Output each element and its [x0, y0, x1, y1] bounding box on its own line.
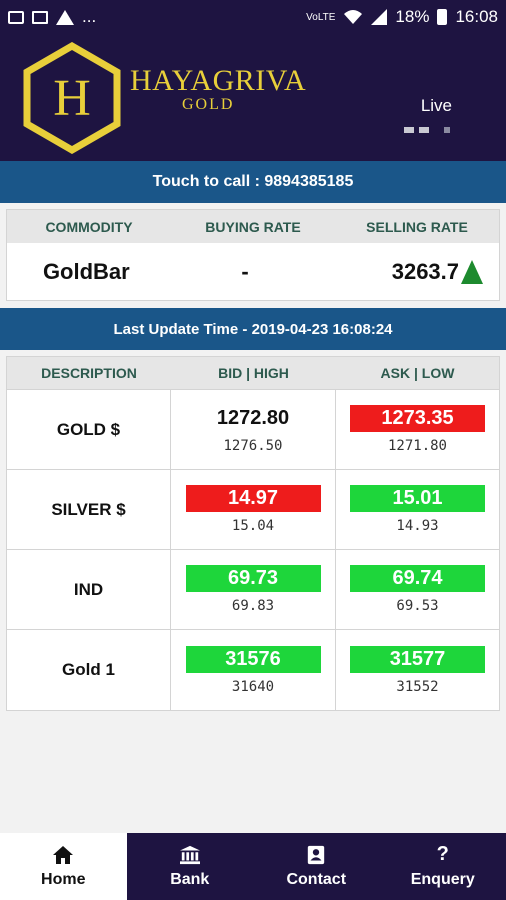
- nav-label: Enquery: [410, 870, 475, 888]
- nav-bank[interactable]: Bank: [127, 833, 254, 900]
- rate-description: Gold 1: [62, 660, 115, 679]
- column-header: BID | HIGH: [218, 365, 289, 381]
- commodity-row: GoldBar - 3263.7: [7, 243, 499, 301]
- nav-home[interactable]: Home: [0, 833, 127, 900]
- signal-icon: [371, 9, 388, 25]
- touch-to-call-button[interactable]: Touch to call : 9894385185: [0, 161, 506, 203]
- table-row: GOLD $ 1272.80 1276.50 1273.35 1271.80: [7, 390, 499, 470]
- live-indicator: Live: [420, 96, 452, 115]
- bottom-navigation: Home Bank Contact ? Enquery: [0, 833, 506, 900]
- status-more: ...: [82, 7, 97, 26]
- table-row: Gold 1 31576 31640 31577 31552: [7, 630, 499, 710]
- image-icon: [8, 10, 24, 24]
- column-header: DESCRIPTION: [41, 365, 137, 381]
- rate-description: IND: [73, 579, 104, 599]
- high-value: 1276.50: [223, 438, 283, 454]
- volte-indicator: VoLTE: [306, 11, 336, 23]
- carousel-dot[interactable]: [419, 127, 429, 133]
- battery-percent: 18%: [395, 7, 430, 26]
- buying-rate: -: [241, 259, 249, 284]
- ask-value: 1273.35: [350, 405, 485, 432]
- column-header: SELLING RATE: [366, 218, 468, 235]
- nav-contact[interactable]: Contact: [253, 833, 380, 900]
- ask-value: 15.01: [350, 485, 485, 512]
- high-value: 31640: [231, 678, 275, 695]
- logo-letter: H: [53, 70, 91, 127]
- question-icon: ?: [436, 843, 449, 865]
- contact-icon: [308, 845, 325, 864]
- high-value: 69.83: [231, 598, 275, 614]
- battery-icon: [437, 9, 448, 25]
- rates-table: DESCRIPTION BID | HIGH ASK | LOW GOLD $ …: [6, 356, 500, 711]
- commodity-table: COMMODITY BUYING RATE SELLING RATE GoldB…: [6, 209, 500, 301]
- home-icon: [53, 845, 74, 864]
- low-value: 14.93: [396, 518, 439, 534]
- low-value: 1271.80: [387, 438, 447, 454]
- table-row: IND 69.73 69.83 69.74 69.53: [7, 550, 499, 630]
- column-header: ASK | LOW: [380, 365, 455, 381]
- last-update-bar: Last Update Time - 2019-04-23 16:08:24: [0, 308, 506, 350]
- status-bar: ... VoLTE 18% 16:08: [0, 0, 506, 34]
- high-value: 15.04: [231, 518, 275, 534]
- clock: 16:08: [455, 7, 498, 26]
- bank-icon: [179, 845, 200, 864]
- rate-description: SILVER $: [51, 499, 126, 519]
- nav-label: Contact: [286, 870, 347, 888]
- carousel-dot[interactable]: [444, 127, 450, 133]
- trend-up-icon: [461, 260, 484, 284]
- ask-value: 69.74: [350, 565, 485, 592]
- rates-header-row: DESCRIPTION BID | HIGH ASK | LOW: [7, 357, 499, 390]
- column-header: BUYING RATE: [205, 218, 301, 235]
- nav-enquery[interactable]: ? Enquery: [380, 833, 506, 900]
- carousel-dot[interactable]: [404, 127, 414, 133]
- nav-label: Home: [41, 870, 86, 888]
- low-value: 69.53: [396, 598, 439, 614]
- bid-value: 1272.80: [216, 407, 290, 429]
- warning-icon: [56, 9, 74, 25]
- logo-hexagon-icon: H: [23, 42, 121, 154]
- low-value: 31552: [396, 678, 439, 695]
- rate-description: GOLD $: [56, 419, 121, 439]
- app-header: H HAYAGRIVA GOLD Live: [0, 34, 506, 161]
- brand-subtitle: GOLD: [182, 96, 235, 113]
- mail-icon: [32, 10, 48, 24]
- nav-label: Bank: [170, 870, 210, 888]
- commodity-header-row: COMMODITY BUYING RATE SELLING RATE: [7, 210, 499, 243]
- table-row: SILVER $ 14.97 15.04 15.01 14.93: [7, 470, 499, 550]
- commodity-name: GoldBar: [42, 259, 130, 284]
- brand-name: HAYAGRIVA: [130, 64, 307, 97]
- carousel-dots[interactable]: [404, 127, 450, 133]
- bid-value: 31576: [185, 645, 321, 673]
- ask-value: 31577: [350, 645, 485, 673]
- selling-rate: 3263.7: [391, 259, 460, 284]
- column-header: COMMODITY: [45, 218, 133, 235]
- bid-value: 14.97: [185, 485, 321, 512]
- wifi-icon: [344, 10, 363, 24]
- selling-rate-cell: 3263.7: [324, 259, 499, 285]
- bid-value: 69.73: [185, 565, 321, 592]
